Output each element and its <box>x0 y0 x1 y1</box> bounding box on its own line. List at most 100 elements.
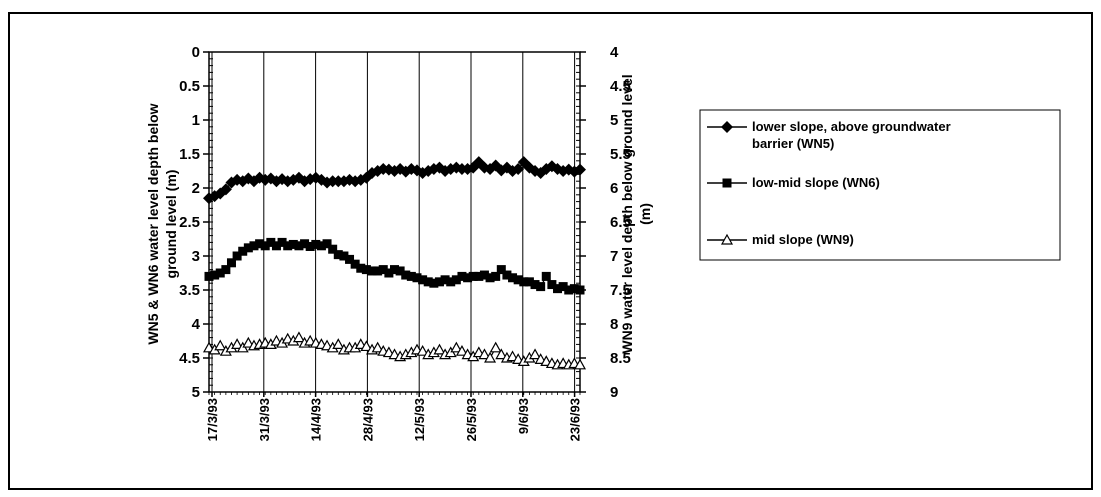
left-axis-title: WN5 & WN6 water level depth below ground … <box>145 103 179 344</box>
legend-label-line: lower slope, above groundwater <box>752 119 951 134</box>
x-tick-label: 14/4/93 <box>309 398 324 441</box>
wn6-point <box>406 271 416 281</box>
wn6-point <box>238 246 248 256</box>
wn6-point <box>249 241 259 251</box>
right-axis: 4 4.5 5 5.5 6 6.5 7 7.5 8 8.5 9 <box>576 44 631 401</box>
left-tick-label: 3 <box>192 248 200 265</box>
wn6-point <box>502 270 512 280</box>
wn9-point <box>242 336 255 348</box>
left-tick-label: 0.5 <box>179 78 200 95</box>
wn6-point <box>530 280 540 290</box>
x-tick-label: 31/3/93 <box>257 398 272 441</box>
wn6-point <box>547 280 557 290</box>
wn9-point <box>416 344 429 356</box>
wn6-point <box>350 259 360 269</box>
legend-box <box>699 109 1061 261</box>
wn9-point <box>214 339 227 351</box>
legend-entry: mid slope (WN9) <box>707 232 854 247</box>
wn6-point <box>434 277 444 287</box>
wn6-point <box>390 265 399 275</box>
left-axis: 0 0.5 1 1.5 2 2.5 3 3.5 4 4.5 5 <box>179 44 213 401</box>
wn6-point <box>446 277 456 287</box>
wn5-point <box>574 163 586 176</box>
line-chart: 0 0.5 1 1.5 2 2.5 3 3.5 4 4.5 5 4 4.5 5 5.5 6 6.5 7 7.5 8 8… <box>145 44 1061 441</box>
left-tick-label: 0 <box>192 44 200 61</box>
wn9-point <box>484 351 497 363</box>
wn6-point <box>339 251 349 261</box>
wn6-point <box>221 265 231 275</box>
wn6-point <box>316 241 326 251</box>
wn6-point <box>440 275 450 285</box>
wn6-point <box>564 285 574 295</box>
wn9-point <box>529 348 542 360</box>
left-tick-label: 2.5 <box>179 214 200 231</box>
wn6-point <box>243 243 253 253</box>
wn6-point <box>496 265 506 275</box>
wn9-point <box>231 338 244 349</box>
wn5-point <box>721 121 733 133</box>
wn6-point <box>333 250 343 260</box>
wn6-point <box>395 266 405 276</box>
left-tick-label: 1 <box>192 112 200 129</box>
right-tick-label: 6.5 <box>610 214 631 231</box>
wn9-point <box>433 343 446 355</box>
x-tick-label: 17/3/93 <box>205 398 220 441</box>
right-tick-label: 9 <box>610 384 618 401</box>
wn6-point <box>345 254 355 264</box>
wn6-point <box>536 282 546 292</box>
wn6-point <box>260 241 270 251</box>
left-tick-label: 4 <box>192 316 201 333</box>
right-tick-label: 5 <box>610 112 618 129</box>
wn6-point <box>429 278 439 288</box>
x-tick-label: 12/5/93 <box>412 398 427 441</box>
wn6-point <box>277 237 287 247</box>
series-3 <box>202 331 587 370</box>
left-tick-label: 2 <box>192 180 200 197</box>
legend: lower slope, above groundwater barrier (W… <box>699 109 1061 261</box>
right-tick-label: 7.5 <box>610 282 631 299</box>
wn9-point <box>292 331 305 343</box>
wn6-point <box>232 251 242 261</box>
wn6-point <box>423 277 433 287</box>
right-axis-title-line: WN9 water level depth below ground level <box>619 74 635 353</box>
wn6-point <box>373 266 383 276</box>
wn9-point <box>478 348 491 360</box>
wn6-point <box>575 285 585 295</box>
wn6-point <box>451 275 461 285</box>
right-axis-title: WN9 water level depth below ground level… <box>619 74 653 353</box>
right-tick-label: 7 <box>610 248 618 265</box>
wn6-point <box>288 239 298 249</box>
wn6-point <box>457 271 467 281</box>
legend-entry: lower slope, above groundwater barrier (W… <box>707 119 951 151</box>
legend-label-line: barrier (WN5) <box>752 136 834 151</box>
legend-entry: low-mid slope (WN6) <box>707 175 880 190</box>
wn9-point <box>332 338 345 349</box>
wn9-point <box>450 341 463 353</box>
left-tick-label: 5 <box>192 384 200 401</box>
x-tick-label: 26/5/93 <box>464 398 479 441</box>
wn6-point <box>513 275 523 285</box>
wn6-point <box>384 268 394 278</box>
chart-frame: 0 0.5 1 1.5 2 2.5 3 3.5 4 4.5 5 4 4.5 5 5.5 6 6.5 7 7.5 8 8… <box>8 12 1093 490</box>
right-tick-label: 5.5 <box>610 146 631 163</box>
wn6-point <box>479 270 489 280</box>
wn6-point <box>204 271 214 281</box>
right-tick-label: 4.5 <box>610 78 631 95</box>
wn9-point <box>489 341 502 353</box>
right-tick-label: 8.5 <box>610 350 631 367</box>
x-tick-label: 23/6/93 <box>568 398 583 441</box>
wn6-point <box>367 266 377 276</box>
right-tick-label: 4 <box>610 44 619 61</box>
wn6-point <box>361 265 371 275</box>
wn6-point <box>524 277 534 287</box>
right-tick-label: 6 <box>610 180 618 197</box>
wn9-point <box>455 344 468 356</box>
wn6-point <box>328 244 338 254</box>
wn9-point <box>506 350 519 362</box>
wn9-point <box>720 233 734 245</box>
wn6-point <box>215 268 225 278</box>
series-2 <box>204 237 585 295</box>
wn6-point <box>569 284 579 294</box>
wn6-point <box>311 239 321 249</box>
wn6-point <box>305 241 315 251</box>
